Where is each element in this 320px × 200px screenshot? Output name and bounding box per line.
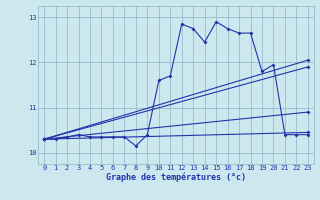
X-axis label: Graphe des températures (°c): Graphe des températures (°c) bbox=[106, 173, 246, 182]
